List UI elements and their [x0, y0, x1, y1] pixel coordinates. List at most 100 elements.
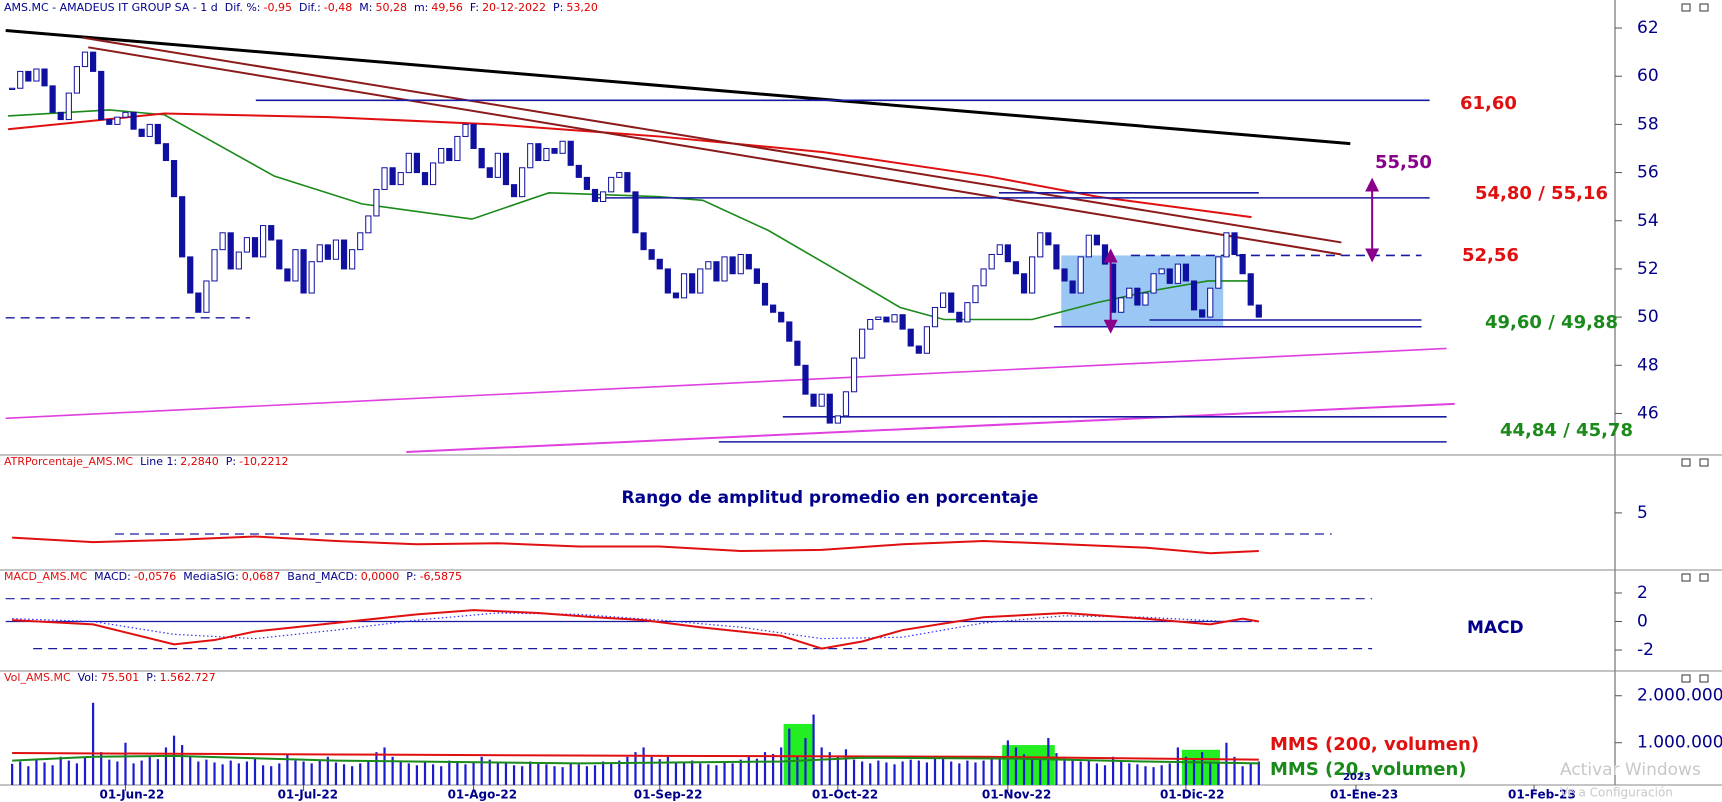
volume-bar — [270, 766, 273, 785]
candle-body — [1150, 273, 1157, 294]
candle-body — [413, 152, 421, 174]
volume-bar — [375, 752, 378, 785]
volume-bar — [998, 756, 1001, 785]
volume-bar — [593, 765, 597, 785]
header-field-value: 0,0000 — [361, 570, 400, 583]
maximize-button[interactable] — [1699, 573, 1709, 582]
volume-bar — [1071, 759, 1074, 785]
candle-body — [761, 282, 769, 306]
volume-bar — [326, 756, 329, 785]
minimize-button[interactable] — [1681, 3, 1691, 12]
volume-bar — [1241, 766, 1244, 785]
candle-body — [689, 273, 696, 294]
y-tick-label: 2.000.000 — [1637, 686, 1722, 706]
volume-bar — [982, 760, 985, 785]
candle-body — [494, 152, 501, 178]
header-field-value: -10,2212 — [239, 455, 288, 468]
volume-bar — [1160, 765, 1163, 785]
series-line — [82, 36, 1342, 244]
candle-body — [1255, 304, 1262, 318]
header-field-label: MediaSIG: — [183, 570, 239, 583]
y-tick-label: 0 — [1637, 612, 1648, 632]
volume-bar — [699, 763, 702, 785]
candle-body — [284, 268, 291, 282]
candle-body — [243, 237, 251, 253]
annotation: Rango de amplitud promedio en porcentaje — [622, 488, 1039, 508]
volume-bar — [674, 761, 678, 785]
x-tick-label: 01-Ago-22 — [448, 788, 517, 802]
volume-bar — [1079, 761, 1082, 785]
candle-body — [931, 306, 939, 328]
candle-body — [41, 68, 48, 87]
candle-body — [915, 345, 922, 354]
minimize-button[interactable] — [1681, 674, 1691, 683]
candle-body — [591, 188, 599, 202]
candle-body — [1037, 232, 1044, 258]
candle-body — [9, 87, 16, 90]
volume-bar — [83, 757, 87, 785]
volume-bar — [351, 766, 354, 785]
volume-bar — [610, 763, 613, 785]
header-name: Vol_AMS.MC — [4, 671, 71, 684]
candle-body — [316, 244, 323, 263]
candle-body — [778, 311, 785, 323]
header-field-label: M: — [359, 1, 372, 14]
volume-bar — [1095, 763, 1099, 785]
series-line — [12, 535, 1259, 555]
minimize-button[interactable] — [1681, 458, 1691, 467]
candle-body — [486, 167, 493, 178]
x-tick-label: 01-Dic-22 — [1160, 788, 1225, 802]
minimize-button[interactable] — [1681, 573, 1691, 582]
candle-body — [1012, 261, 1020, 275]
volume-bar — [423, 761, 427, 785]
maximize-button[interactable] — [1699, 674, 1709, 683]
y-tick-label: 50 — [1637, 307, 1659, 327]
volume-bar — [569, 763, 572, 785]
header-field-label: Line 1: — [140, 455, 177, 468]
candle-body — [235, 251, 242, 270]
volume-bar — [156, 759, 159, 785]
header-field-value: 49,56 — [431, 1, 463, 14]
candle-body — [81, 51, 89, 68]
volume-bar — [399, 760, 402, 785]
volume-bar — [804, 738, 807, 785]
volume-bar — [626, 756, 629, 785]
header-name: AMS.MC - AMADEUS IT GROUP SA - 1 d — [4, 1, 218, 14]
candle-body — [1053, 244, 1060, 270]
volume-bar — [861, 761, 864, 785]
candle-body — [162, 143, 170, 162]
maximize-button[interactable] — [1699, 458, 1709, 467]
volume-bar — [132, 763, 135, 785]
header-field-label: P: — [553, 1, 563, 14]
y-tick-label: 62 — [1637, 18, 1659, 38]
candle-body — [1174, 263, 1181, 284]
volume-bar — [869, 763, 872, 785]
candle-body — [640, 232, 647, 251]
candle-body — [1158, 268, 1165, 275]
y-tick-label: 58 — [1637, 114, 1659, 134]
candle-body — [664, 268, 671, 294]
volume-bar — [601, 761, 605, 785]
volume-bar — [229, 760, 232, 785]
window-buttons[interactable] — [1681, 3, 1709, 683]
candle-body — [956, 311, 963, 323]
volume-bar — [1192, 759, 1196, 785]
maximize-button[interactable] — [1699, 3, 1709, 12]
volume-bar — [1225, 742, 1228, 785]
candle-body — [25, 70, 32, 82]
volume-bar — [966, 760, 969, 785]
volume-bar — [140, 760, 143, 785]
volume-bar — [488, 759, 491, 785]
volume-bar — [1031, 756, 1034, 785]
candle-body — [859, 328, 866, 359]
volume-bar — [561, 767, 564, 785]
volume-bar — [1111, 756, 1115, 785]
volume-bar — [456, 762, 459, 785]
candle-body — [988, 253, 995, 270]
volume-bar — [342, 764, 346, 785]
candle-body — [648, 249, 655, 260]
candle-body — [33, 68, 40, 82]
volume-bar — [1152, 767, 1155, 785]
candle-body — [389, 167, 396, 186]
candle-body — [1101, 244, 1109, 265]
